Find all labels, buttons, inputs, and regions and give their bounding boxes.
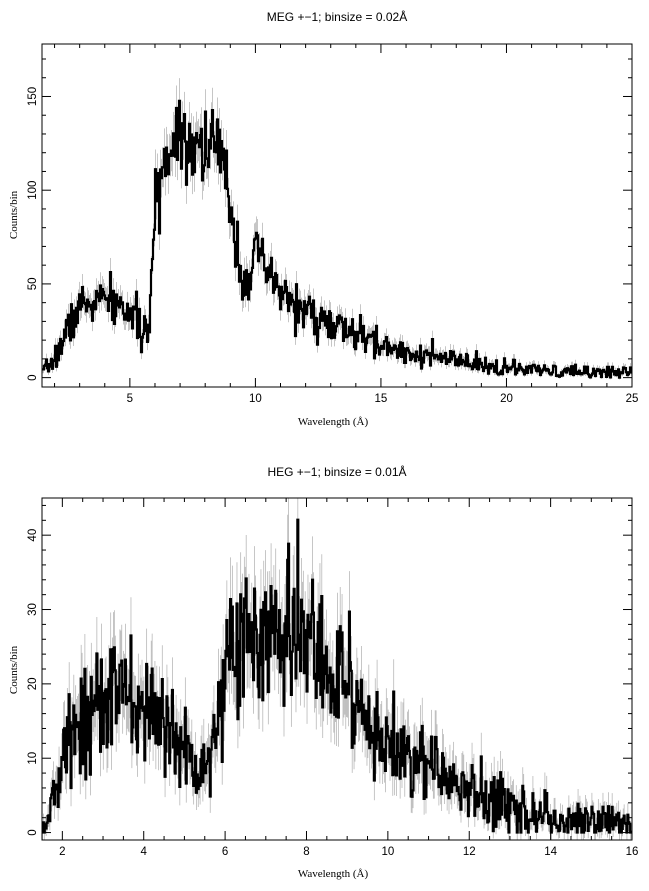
x-axis-label: Wavelength (Å) (298, 416, 369, 428)
heg-spectrum-chart: HEG +−1; binsize = 0.01Å 2 4 6 8 10 12 14 16 0 10… (8, 464, 638, 880)
x-tick-label: 4 (141, 846, 148, 858)
x-tick-label: 20 (500, 393, 513, 405)
y-tick-label: 50 (27, 278, 39, 291)
y-tick-label: 0 (27, 829, 39, 835)
spectrum-line (41, 99, 633, 379)
axis-ticks: 2 4 6 8 10 12 14 16 0 10 20 30 40 (27, 498, 638, 858)
y-tick-label: 10 (27, 752, 39, 765)
x-tick-label: 10 (249, 393, 262, 405)
axis-ticks: 5 10 15 20 25 0 50 100 150 (27, 44, 638, 405)
x-tick-label: 15 (375, 393, 388, 405)
plot-frame (41, 43, 633, 388)
x-tick-label: 14 (544, 846, 557, 858)
x-tick-label: 2 (59, 846, 65, 858)
y-tick-label: 20 (27, 677, 39, 690)
error-bars (42, 78, 632, 380)
chart-title: MEG +−1; binsize = 0.02Å (267, 9, 407, 24)
x-axis-label: Wavelength (Å) (298, 868, 369, 880)
meg-spectrum-chart: MEG +−1; binsize = 0.02Å 5 10 15 20 25 0 50 100… (8, 9, 638, 428)
y-tick-label: 100 (27, 181, 39, 200)
x-tick-label: 6 (222, 846, 228, 858)
y-tick-label: 40 (27, 529, 39, 542)
x-tick-label: 5 (127, 393, 133, 405)
x-tick-label: 25 (626, 393, 639, 405)
chart-title: HEG +−1; binsize = 0.01Å (267, 464, 406, 479)
x-tick-label: 12 (463, 846, 476, 858)
meg-series (41, 78, 633, 380)
x-tick-label: 10 (381, 846, 394, 858)
y-tick-label: 30 (27, 603, 39, 616)
x-tick-label: 16 (626, 846, 639, 858)
y-axis-label: Counts/bin (8, 645, 20, 694)
y-tick-label: 150 (27, 87, 39, 106)
x-tick-label: 8 (303, 846, 309, 858)
spectrum-line (41, 518, 633, 834)
y-axis-label: Counts/bin (8, 190, 20, 239)
heg-series (41, 498, 633, 840)
y-tick-label: 0 (27, 374, 39, 380)
